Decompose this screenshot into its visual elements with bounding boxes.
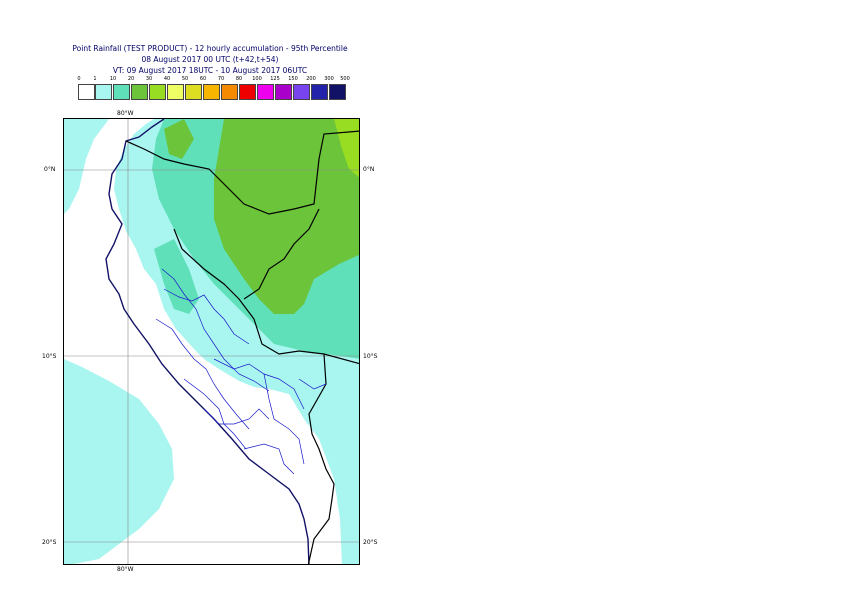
scale-label: 50 — [181, 76, 189, 82]
scale-label: 80 — [235, 76, 243, 82]
scale-swatch — [113, 84, 130, 100]
map-panel — [63, 118, 360, 565]
scale-label: 0 — [77, 76, 81, 82]
rain-area-green — [164, 119, 194, 159]
scale-swatch — [203, 84, 220, 100]
scale-swatch — [78, 84, 95, 100]
scale-swatch — [221, 84, 238, 100]
scale-swatch — [167, 84, 184, 100]
scale-label: 100 — [252, 76, 262, 82]
scale-label: 30 — [145, 76, 153, 82]
lat-label-right: 10°S — [363, 353, 378, 360]
country-border — [125, 130, 359, 215]
map-title-line2: 08 August 2017 00 UTC (t+42,t+54) — [141, 55, 279, 64]
scale-swatch — [131, 84, 148, 100]
scale-swatch — [293, 84, 310, 100]
department-boundaries — [155, 268, 327, 475]
lat-label-left: 0°N — [44, 166, 56, 173]
scale-label: 70 — [217, 76, 225, 82]
scale-label: 1 — [93, 76, 97, 82]
scale-swatch — [149, 84, 166, 100]
scale-swatch — [275, 84, 292, 100]
lat-label-left: 20°S — [42, 539, 57, 546]
scale-swatch — [311, 84, 328, 100]
scale-label: 150 — [288, 76, 298, 82]
map-title-line1: Point Rainfall (TEST PRODUCT) - 12 hourl… — [72, 44, 348, 53]
coastline — [105, 119, 310, 564]
country-border — [243, 208, 320, 300]
scale-swatch — [257, 84, 274, 100]
scale-swatch — [185, 84, 202, 100]
map-title-line3: VT: 09 August 2017 18UTC - 10 August 201… — [112, 66, 308, 75]
rain-area-light — [64, 119, 109, 214]
scale-label: 40 — [163, 76, 171, 82]
rain-area-teal — [154, 239, 199, 314]
lat-label-left: 10°S — [42, 353, 57, 360]
scale-swatch — [329, 84, 346, 100]
lon-label-top: 80°W — [117, 110, 134, 117]
country-border — [307, 353, 335, 564]
rain-area-green — [214, 119, 359, 314]
scale-label: 125 — [270, 76, 280, 82]
rain-area-lime — [334, 119, 359, 178]
scale-label: 500 — [340, 76, 350, 82]
lon-label-bottom: 80°W — [117, 566, 134, 573]
scale-label: 60 — [199, 76, 207, 82]
scale-label: 200 — [306, 76, 316, 82]
scale-swatch — [95, 84, 112, 100]
scale-label: 300 — [324, 76, 334, 82]
scale-label: 20 — [127, 76, 135, 82]
country-border — [173, 228, 359, 365]
lat-label-right: 0°N — [363, 166, 375, 173]
rainfall-map — [64, 119, 359, 564]
rain-area-light — [64, 359, 174, 564]
scale-swatch — [239, 84, 256, 100]
lat-label-right: 20°S — [363, 539, 378, 546]
scale-label: 10 — [109, 76, 117, 82]
